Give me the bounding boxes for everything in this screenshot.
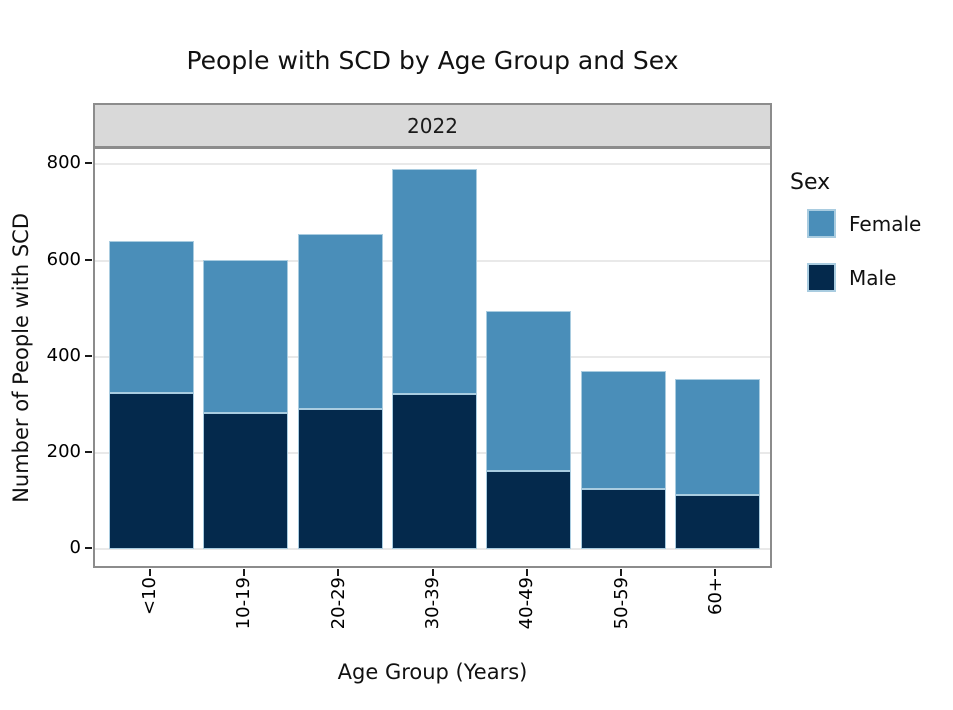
x-tick-label-10-19: 10-19 bbox=[233, 577, 255, 630]
bar-segment-male-60+ bbox=[674, 494, 760, 549]
y-tick-label-600: 600 bbox=[46, 248, 81, 270]
y-tick-label-800: 800 bbox=[46, 152, 81, 174]
chart-title: People with SCD by Age Group and Sex bbox=[186, 46, 679, 75]
y-tick-label-400: 400 bbox=[46, 344, 81, 366]
x-tick-label-50-59: 50-59 bbox=[610, 577, 632, 630]
bar-segment-female-<10 bbox=[109, 241, 195, 394]
legend-item-label: Male bbox=[849, 265, 897, 290]
x-tick-30-39 bbox=[431, 569, 434, 576]
legend-item-female: Female bbox=[807, 209, 950, 238]
y-tick-600 bbox=[85, 258, 92, 261]
x-tick-40-49 bbox=[525, 569, 528, 576]
gridline-800 bbox=[95, 163, 770, 166]
y-tick-400 bbox=[85, 354, 92, 357]
x-tick-label-<10: <10 bbox=[139, 577, 161, 615]
x-tick-50-59 bbox=[620, 569, 623, 576]
y-axis-title: Number of People with SCD bbox=[9, 213, 33, 503]
bar-segment-male-30-39 bbox=[392, 393, 477, 549]
bar-segment-male-40-49 bbox=[486, 470, 572, 549]
legend-item-male: Male bbox=[807, 263, 950, 292]
female-color-swatch bbox=[807, 209, 836, 238]
y-tick-label-200: 200 bbox=[46, 440, 81, 462]
bar-segment-male-20-29 bbox=[297, 408, 383, 549]
x-tick-label-20-29: 20-29 bbox=[327, 577, 349, 630]
x-tick-20-29 bbox=[337, 569, 340, 576]
bar-segment-female-50-59 bbox=[580, 371, 666, 489]
bar-segment-female-10-19 bbox=[203, 259, 289, 413]
plot-panel bbox=[93, 148, 772, 568]
facet-strip-label: 2022 bbox=[407, 113, 458, 138]
y-tick-800 bbox=[85, 162, 92, 165]
bar-segment-male-50-59 bbox=[580, 488, 666, 549]
bar-segment-female-60+ bbox=[674, 379, 760, 495]
gridline-0 bbox=[95, 548, 770, 550]
y-tick-0 bbox=[85, 547, 92, 549]
x-tick-label-30-39: 30-39 bbox=[422, 577, 443, 630]
male-color-swatch bbox=[807, 263, 836, 292]
facet-strip: 2022 bbox=[93, 103, 772, 148]
x-tick-<10 bbox=[148, 569, 151, 576]
bar-segment-female-30-39 bbox=[392, 169, 477, 394]
x-axis-title: Age Group (Years) bbox=[337, 660, 528, 684]
x-tick-10-19 bbox=[242, 569, 245, 576]
bar-segment-female-20-29 bbox=[297, 234, 383, 409]
legend-item-label: Female bbox=[849, 211, 922, 236]
legend-title: Sex bbox=[790, 170, 831, 195]
bar-segment-female-40-49 bbox=[486, 311, 572, 471]
bar-segment-male-<10 bbox=[109, 393, 195, 549]
x-tick-label-60+: 60+ bbox=[704, 577, 726, 615]
y-tick-200 bbox=[85, 450, 92, 453]
bar-segment-male-10-19 bbox=[203, 412, 289, 549]
y-tick-label-0: 0 bbox=[69, 537, 81, 558]
x-tick-60+ bbox=[714, 569, 717, 576]
legend: Sex Female Male bbox=[790, 170, 950, 317]
x-tick-label-40-49: 40-49 bbox=[516, 577, 538, 630]
